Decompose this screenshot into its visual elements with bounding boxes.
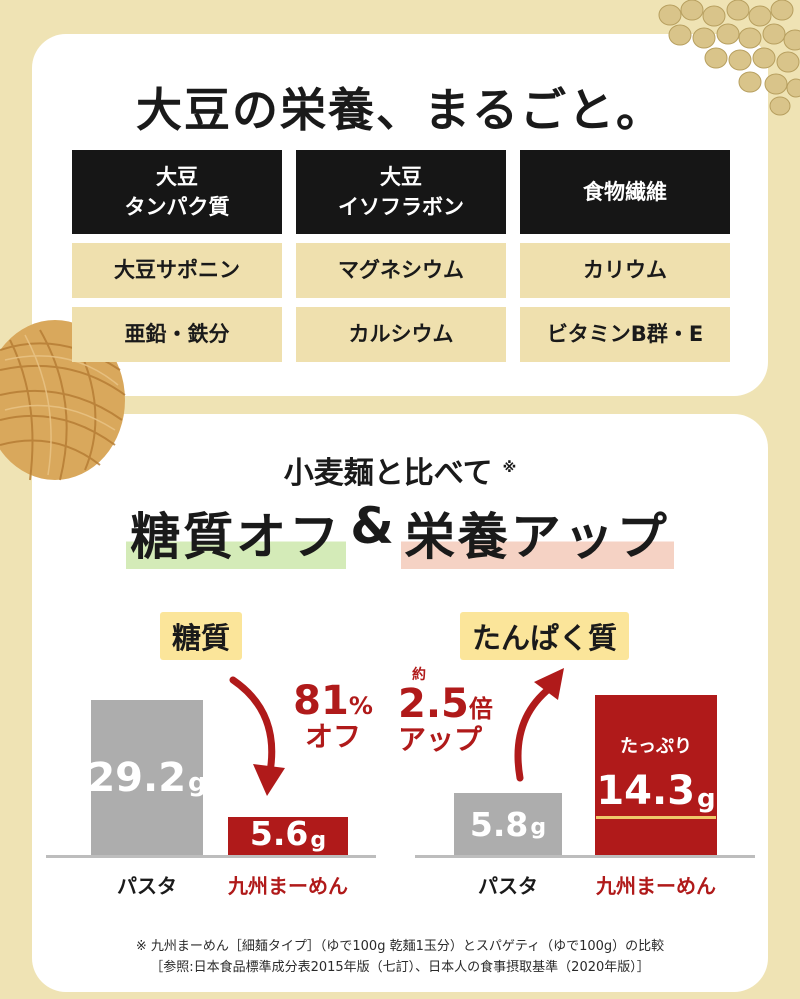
footnote-mark: ※ bbox=[502, 460, 517, 476]
pasta-carb-bar: 29.2 g bbox=[87, 700, 207, 855]
carb-baseline bbox=[46, 855, 376, 858]
kyushu-protein-bar: たっぷり 14.3 g bbox=[595, 695, 717, 855]
nutrient-cell: マグネシウム bbox=[296, 243, 506, 298]
callout-about: 約 bbox=[412, 667, 426, 683]
comparison-heading: 小麦麺と比べて ※ bbox=[0, 448, 800, 492]
kyushu-carb-label: 九州まーめん bbox=[228, 874, 348, 898]
soybeans-photo bbox=[658, 0, 800, 116]
bar-value: 29.2 bbox=[87, 754, 187, 801]
page-headline: 大豆の栄養、まるごと。 bbox=[136, 83, 664, 137]
pasta-carb-label: パスタ bbox=[117, 874, 177, 898]
nutrient-label: 食物繊維 bbox=[583, 179, 667, 204]
tagline-carb-off: 糖質オフ bbox=[126, 497, 347, 569]
plenty-note: たっぷり bbox=[620, 735, 692, 757]
bar-value-group: 14.3 g bbox=[596, 767, 716, 819]
callout-word: オフ bbox=[304, 720, 361, 753]
tagline-nutrition-up: 栄養アップ bbox=[400, 497, 674, 569]
bar-value-group: 5.6 g bbox=[249, 814, 327, 858]
footnote: ※ 九州まーめん［細麺タイプ］（ゆで100g 乾麺1玉分）とスパゲティ（ゆで10… bbox=[0, 936, 800, 979]
nutrient-cell: ビタミンB群・E bbox=[520, 307, 730, 362]
pasta-protein-label: パスタ bbox=[478, 874, 538, 898]
kyushu-carb-bar: 5.6 g bbox=[228, 814, 348, 858]
callout-percent: % bbox=[348, 692, 373, 720]
nutrient-label: 亜鉛・鉄分 bbox=[124, 322, 230, 347]
bar-value: 5.8 bbox=[469, 804, 529, 844]
bar-unit: g bbox=[697, 783, 716, 814]
nutrient-cell: 亜鉛・鉄分 bbox=[72, 307, 282, 362]
kyushu-protein-label: 九州まーめん bbox=[596, 874, 716, 898]
bar-value: 5.6 bbox=[249, 814, 309, 853]
callout-number: 81 bbox=[293, 678, 349, 724]
pasta-protein-bar: 5.8 g bbox=[454, 793, 562, 855]
protein-section-label: たんぱく質 bbox=[460, 612, 630, 660]
bar-value: 14.3 bbox=[596, 767, 696, 814]
nutrient-cell: カルシウム bbox=[296, 307, 506, 362]
carb-section-label: 糖質 bbox=[160, 612, 243, 660]
carb-off-callout: 81% オフ bbox=[278, 680, 388, 751]
nutrient-cell: 大豆 タンパク質 bbox=[72, 150, 282, 234]
nutrient-cell: 食物繊維 bbox=[520, 150, 730, 234]
callout-word: アップ bbox=[398, 722, 483, 756]
tagline-ampersand: & bbox=[350, 497, 397, 555]
nutrient-label: マグネシウム bbox=[338, 258, 464, 283]
nutrient-cell: カリウム bbox=[520, 243, 730, 298]
protein-up-callout: 約 2.5倍 アップ bbox=[398, 668, 518, 754]
nutrient-cell: 大豆 イソフラボン bbox=[296, 150, 506, 234]
curved-arrow-down-icon bbox=[229, 676, 285, 796]
footnote-line: ［参照:日本食品標準成分表2015年版（七訂）、日本人の食事摂取基準（2020年… bbox=[150, 960, 650, 976]
nutrient-label: 大豆 イソフラボン bbox=[338, 164, 464, 219]
nutrient-label: カリウム bbox=[583, 258, 667, 283]
protein-baseline bbox=[415, 855, 755, 858]
comparison-heading-text: 小麦麺と比べて bbox=[283, 456, 493, 491]
nutrient-grid: 大豆 タンパク質 大豆 イソフラボン 食物繊維 大豆サポニン マグネシウム カリ… bbox=[72, 150, 730, 362]
footnote-line: ※ 九州まーめん［細麺タイプ］（ゆで100g 乾麺1玉分）とスパゲティ（ゆで10… bbox=[135, 939, 665, 954]
nutrient-cell: 大豆サポニン bbox=[72, 243, 282, 298]
nutrient-label: ビタミンB群・E bbox=[546, 322, 704, 347]
bar-unit: g bbox=[530, 814, 547, 840]
nutrient-label: カルシウム bbox=[348, 322, 454, 347]
nutrient-label: 大豆 タンパク質 bbox=[124, 164, 230, 219]
nutrient-label: 大豆サポニン bbox=[114, 258, 240, 283]
callout-number: 2.5 bbox=[398, 680, 469, 727]
bar-unit: g bbox=[188, 767, 207, 798]
curved-arrow-up-icon bbox=[514, 668, 564, 782]
bar-unit: g bbox=[310, 828, 327, 853]
callout-times: 倍 bbox=[468, 694, 493, 723]
tagline: 糖質オフ & 栄養アップ bbox=[0, 497, 800, 569]
